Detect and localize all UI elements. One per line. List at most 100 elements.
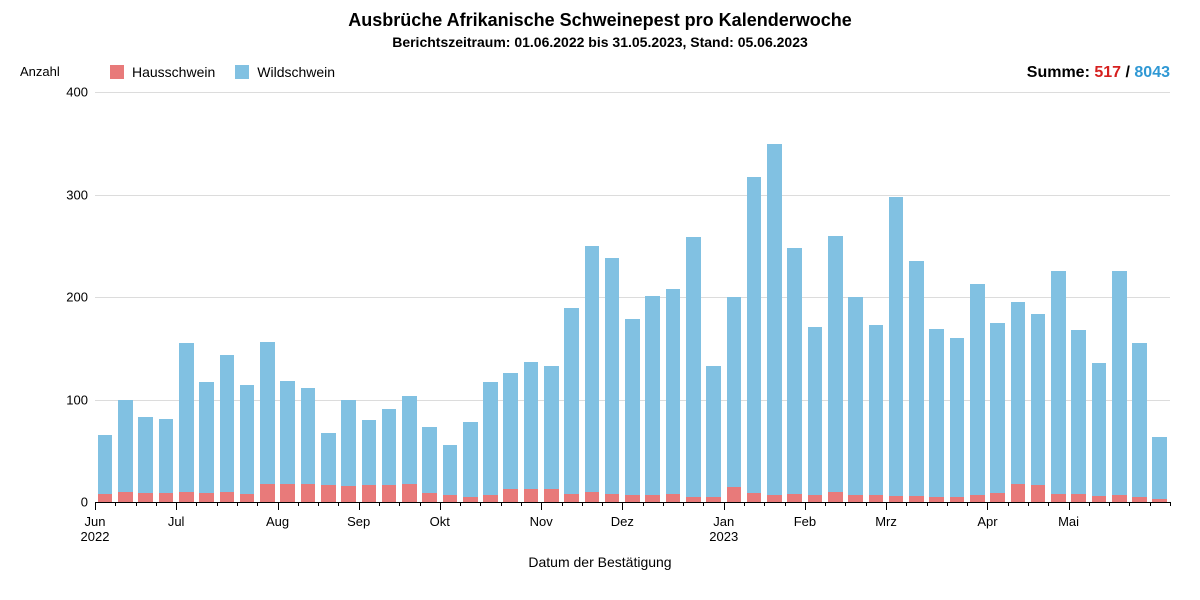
bar-segment-wild (808, 327, 823, 495)
x-minor-tick (460, 502, 461, 506)
x-minor-tick (967, 502, 968, 506)
x-tick-label: Feb (794, 514, 816, 529)
bar-segment-wild (787, 248, 802, 494)
bar (382, 92, 397, 502)
bar-segment-haus (929, 497, 944, 502)
bar (828, 92, 843, 502)
bar-segment-haus (544, 489, 559, 502)
bar-segment-haus (98, 494, 113, 502)
x-minor-tick (582, 502, 583, 506)
bar (950, 92, 965, 502)
x-minor-tick (927, 502, 928, 506)
x-minor-tick (1170, 502, 1171, 506)
x-minor-tick (947, 502, 948, 506)
bar-segment-haus (767, 495, 782, 502)
x-major-tick (95, 502, 96, 510)
bar-segment-wild (280, 381, 295, 484)
bars (95, 92, 1170, 502)
bar-segment-wild (503, 373, 518, 489)
bar-segment-wild (889, 197, 904, 496)
x-tick-label: Aug (266, 514, 289, 529)
x-minor-tick (257, 502, 258, 506)
x-tick-label: Mai (1058, 514, 1079, 529)
bar-segment-wild (727, 297, 742, 487)
x-minor-tick (521, 502, 522, 506)
summary: Summe: 517 / 8043 (1027, 64, 1170, 82)
x-major-tick (724, 502, 725, 510)
x-minor-tick (379, 502, 380, 506)
x-minor-tick (1028, 502, 1029, 506)
bar (990, 92, 1005, 502)
bar-segment-wild (990, 323, 1005, 493)
x-minor-tick (643, 502, 644, 506)
bar-segment-haus (1112, 495, 1127, 502)
bar-segment-haus (990, 493, 1005, 502)
x-minor-tick (156, 502, 157, 506)
summary-haus-value: 517 (1094, 64, 1121, 81)
bar-segment-wild (1071, 330, 1086, 494)
bar (1011, 92, 1026, 502)
bar (179, 92, 194, 502)
bar-segment-wild (402, 396, 417, 483)
bar-segment-haus (666, 494, 681, 502)
x-major-tick (886, 502, 887, 510)
x-minor-tick (399, 502, 400, 506)
x-minor-tick (1150, 502, 1151, 506)
bar (199, 92, 214, 502)
bar-segment-haus (524, 489, 539, 502)
bar (706, 92, 721, 502)
x-major-tick (541, 502, 542, 510)
bar (463, 92, 478, 502)
bar-segment-wild (929, 329, 944, 497)
x-minor-tick (1008, 502, 1009, 506)
bar (1112, 92, 1127, 502)
x-tick-label: Dez (611, 514, 634, 529)
x-minor-tick (906, 502, 907, 506)
bar-segment-wild (260, 342, 275, 483)
bar (220, 92, 235, 502)
x-major-tick (359, 502, 360, 510)
bar-segment-wild (98, 435, 113, 493)
bar-segment-wild (747, 177, 762, 493)
bar (645, 92, 660, 502)
bar (524, 92, 539, 502)
bar-segment-haus (1031, 485, 1046, 502)
x-major-tick (440, 502, 441, 510)
bar-segment-wild (625, 319, 640, 495)
bar-segment-haus (1092, 496, 1107, 502)
bar-segment-haus (1132, 497, 1147, 502)
y-tick-label: 100 (50, 392, 88, 407)
bar (767, 92, 782, 502)
y-axis-label: Anzahl (20, 64, 60, 79)
bar-segment-haus (585, 492, 600, 502)
bar-segment-haus (605, 494, 620, 502)
bar (585, 92, 600, 502)
bar (605, 92, 620, 502)
bar-segment-haus (321, 485, 336, 502)
bar-segment-haus (463, 497, 478, 502)
chart-subtitle: Berichtszeitraum: 01.06.2022 bis 31.05.2… (0, 34, 1200, 50)
bar-segment-wild (179, 343, 194, 492)
x-minor-tick (298, 502, 299, 506)
bar-segment-wild (645, 296, 660, 495)
bar-segment-haus (443, 495, 458, 502)
bar-segment-wild (301, 388, 316, 483)
bar (138, 92, 153, 502)
bar-segment-wild (1031, 314, 1046, 484)
x-tick-label: Jun 2022 (81, 514, 110, 544)
bar-segment-haus (199, 493, 214, 502)
x-minor-tick (845, 502, 846, 506)
x-minor-tick (1109, 502, 1110, 506)
bar-segment-wild (1112, 271, 1127, 494)
bar-segment-wild (1092, 363, 1107, 496)
x-tick-label: Jul (168, 514, 185, 529)
summary-sep: / (1126, 64, 1130, 81)
bar-segment-haus (848, 495, 863, 502)
x-tick-label: Jan 2023 (709, 514, 738, 544)
bar-segment-wild (909, 261, 924, 496)
bar (889, 92, 904, 502)
bar-segment-haus (382, 485, 397, 502)
bar (1132, 92, 1147, 502)
x-minor-tick (663, 502, 664, 506)
bar-segment-wild (605, 258, 620, 494)
